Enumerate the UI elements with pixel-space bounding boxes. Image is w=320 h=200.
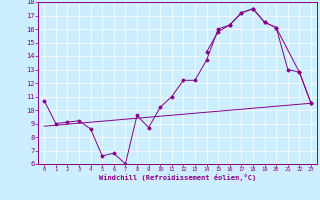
X-axis label: Windchill (Refroidissement éolien,°C): Windchill (Refroidissement éolien,°C) — [99, 174, 256, 181]
